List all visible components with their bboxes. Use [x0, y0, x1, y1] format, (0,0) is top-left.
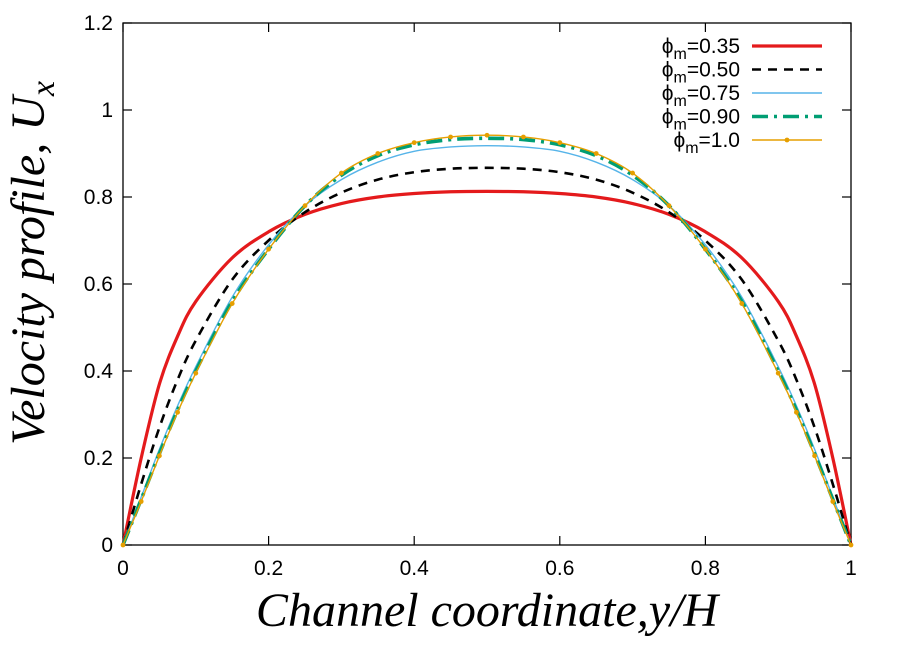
legend-label: ϕm=0.75	[662, 82, 740, 110]
series-point	[630, 170, 635, 176]
legend-item: ϕm=0.50	[662, 59, 822, 87]
series-3	[121, 136, 853, 546]
series-point	[411, 140, 417, 146]
series-point	[157, 453, 162, 459]
series-point	[521, 134, 526, 140]
series-point	[775, 370, 781, 376]
axis-ticks	[122, 22, 852, 546]
legend-label-value: =0.75	[687, 82, 740, 105]
y-axis-title: Velocity profile, Ux	[2, 81, 62, 445]
legend-label: ϕm=0.90	[662, 106, 740, 134]
series-point	[848, 542, 854, 548]
series-point	[794, 409, 799, 415]
series-point	[666, 203, 672, 209]
legend-item: ϕm=0.75	[662, 82, 822, 110]
legend-label-sub: m	[674, 93, 687, 110]
legend-label-sub: m	[685, 140, 698, 157]
series-1	[121, 166, 853, 546]
y-tick-label: 1.2	[84, 12, 113, 35]
series-line-4	[122, 134, 852, 546]
series-point	[302, 203, 308, 209]
series-2	[122, 144, 852, 546]
series-point	[557, 140, 563, 146]
series-point	[593, 151, 599, 156]
axis-tick-labels: 0 0.2 0.4 0.6 0.8 1 0 0.2 0.4 0.6 0.8 1 1.2	[84, 12, 857, 580]
y-axis-title-main: Velocity profile, U	[2, 93, 55, 445]
series-4	[120, 132, 854, 548]
x-axis-title: Channel coordinate,y/H	[256, 584, 720, 637]
series-line-1	[121, 166, 853, 546]
series-point	[375, 151, 381, 156]
series-point	[138, 499, 144, 504]
x-tick-label: 0	[117, 557, 129, 580]
series-point	[175, 409, 181, 415]
x-tick-label: 0.4	[400, 557, 430, 580]
series-line-0	[121, 189, 853, 546]
legend-label: ϕm=0.35	[662, 35, 740, 63]
series-point	[703, 246, 708, 252]
legend-item: ϕm=0.90	[662, 106, 822, 134]
legend-item: ϕm=1.0	[673, 129, 822, 157]
y-tick-label: 1	[101, 99, 113, 122]
legend-label-symbol: ϕ	[673, 129, 685, 152]
legend-item: ϕm=0.35	[662, 35, 822, 63]
legend-label: ϕm=0.50	[662, 59, 740, 87]
series-0	[121, 189, 853, 546]
series-point	[120, 542, 126, 548]
legend-label-symbol: ϕ	[662, 106, 674, 129]
legend-label-symbol: ϕ	[662, 59, 674, 82]
legend-label-sub: m	[674, 117, 687, 134]
plot-border	[122, 22, 852, 546]
legend-label-symbol: ϕ	[662, 82, 674, 105]
series-line-3	[121, 136, 853, 546]
series-line-2	[122, 144, 852, 546]
series-point	[448, 134, 453, 140]
legend-swatch-point	[784, 137, 790, 143]
legend-label-sub: m	[674, 70, 687, 87]
y-tick-label: 0.4	[84, 360, 114, 383]
series-point	[193, 370, 199, 376]
series-point	[266, 246, 271, 252]
legend-label-value: =1.0	[699, 129, 740, 152]
y-tick-label: 0.8	[84, 186, 113, 209]
series-layer	[120, 132, 854, 548]
y-axis-title-sub: x	[25, 81, 62, 97]
legend-label: ϕm=1.0	[673, 129, 740, 157]
plot-frame	[122, 22, 852, 546]
legend-label-value: =0.90	[687, 106, 740, 129]
series-point	[229, 301, 235, 306]
legend-label-value: =0.35	[687, 35, 740, 58]
series-point	[339, 170, 344, 176]
series-point	[830, 499, 836, 504]
y-tick-label: 0.6	[84, 273, 113, 296]
legend-label-value: =0.50	[687, 59, 740, 82]
series-point	[812, 453, 817, 459]
x-tick-label: 1	[845, 557, 857, 580]
y-tick-label: 0	[101, 534, 113, 557]
x-tick-label: 0.6	[545, 557, 574, 580]
y-tick-label: 0.2	[84, 447, 113, 470]
x-tick-label: 0.8	[691, 557, 720, 580]
legend-label-symbol: ϕ	[662, 35, 674, 58]
legend-label-sub: m	[674, 46, 687, 63]
series-point	[484, 132, 490, 138]
x-tick-label: 0.2	[254, 557, 283, 580]
series-point	[739, 301, 745, 306]
